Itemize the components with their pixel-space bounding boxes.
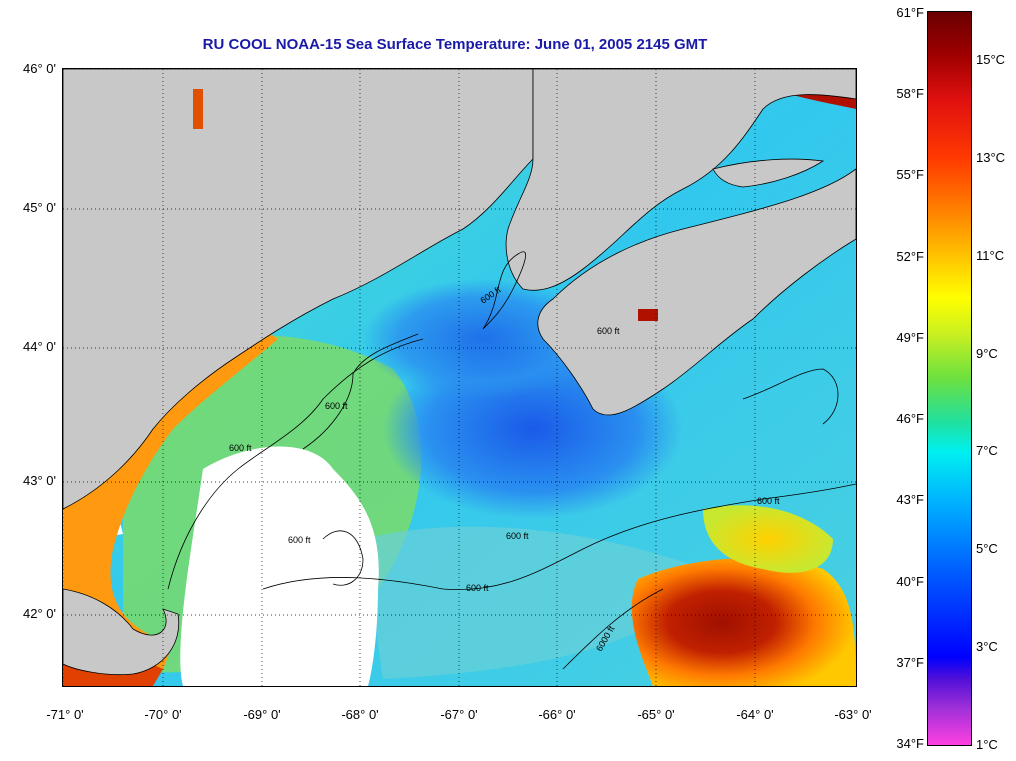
warm-lake-1	[193, 89, 203, 129]
lon-label-70: -70° 0'	[144, 707, 182, 722]
lon-label-68: -68° 0'	[341, 707, 379, 722]
lat-label-44: 44° 0'	[23, 339, 56, 354]
warm-lake-2	[638, 309, 658, 321]
colorbar-c-label: 9°C	[976, 346, 998, 361]
land-pei	[712, 158, 825, 188]
colorbar-f-label: 43°F	[896, 492, 924, 507]
colorbar-f-label: 37°F	[896, 655, 924, 670]
contour-label-6: 600 ft	[325, 401, 348, 411]
lon-label-64: -64° 0'	[736, 707, 774, 722]
sst-map[interactable]: 600 ft 600 ft 600 ft 600 ft 600 ft 600 f…	[62, 68, 857, 687]
lon-label-66: -66° 0'	[538, 707, 576, 722]
colorbar-c-label: 11°C	[976, 248, 1005, 263]
colorbar-f-label: 49°F	[896, 330, 924, 345]
warm-filament	[703, 505, 833, 573]
contour-label-1: 600 ft	[229, 443, 252, 453]
land-maine	[63, 69, 534, 510]
colorbar-f-label: 34°F	[896, 736, 924, 751]
lon-label-69: -69° 0'	[243, 707, 281, 722]
colorbar-f-label: 52°F	[896, 249, 924, 264]
lat-label-43: 43° 0'	[23, 473, 56, 488]
sst-map-canvas: 600 ft 600 ft 600 ft 600 ft 600 ft 600 f…	[63, 69, 856, 686]
southern-shelf-water	[363, 526, 703, 679]
contour-label-4: 600 ft	[757, 496, 780, 506]
colorbar-c-label: 13°C	[976, 150, 1006, 165]
colorbar-f-label: 46°F	[896, 411, 924, 426]
lon-label-71: -71° 0'	[46, 707, 84, 722]
colorbar-f-label: 40°F	[896, 574, 924, 589]
land-nova-scotia	[537, 168, 856, 416]
colorbar-f-label: 61°F	[896, 5, 924, 20]
lat-label-45: 45° 0'	[23, 200, 56, 215]
temperature-colorbar	[927, 11, 972, 746]
colorbar-f-label: 58°F	[896, 86, 924, 101]
warm-ring	[631, 558, 856, 686]
lat-label-42: 42° 0'	[23, 606, 56, 621]
colorbar-c-label: 3°C	[976, 639, 998, 654]
land-new-brunswick	[505, 69, 856, 291]
graticule	[63, 69, 856, 686]
colorbar-c-label: 15°C	[976, 52, 1006, 67]
contour-label-5: 600 ft	[288, 535, 311, 545]
colorbar-c-label: 7°C	[976, 443, 998, 458]
colorbar-c-label: 1°C	[976, 737, 998, 752]
cloud-cover	[180, 446, 379, 686]
contour-label-7: 600 ft	[597, 326, 620, 336]
lon-label-63: -63° 0'	[834, 707, 872, 722]
colorbar-f-label: 55°F	[896, 167, 924, 182]
contour-label-2: 600 ft	[506, 531, 529, 541]
lon-label-65: -65° 0'	[637, 707, 675, 722]
bathymetry-contours	[167, 251, 856, 670]
colorbar-c-label: 5°C	[976, 541, 998, 556]
contour-label-3: 600 ft	[466, 583, 489, 593]
lon-label-67: -67° 0'	[440, 707, 478, 722]
land-cape-cod	[63, 588, 180, 676]
map-title: RU COOL NOAA-15 Sea Surface Temperature:…	[202, 36, 708, 53]
lat-label-46: 46° 0'	[23, 61, 56, 76]
